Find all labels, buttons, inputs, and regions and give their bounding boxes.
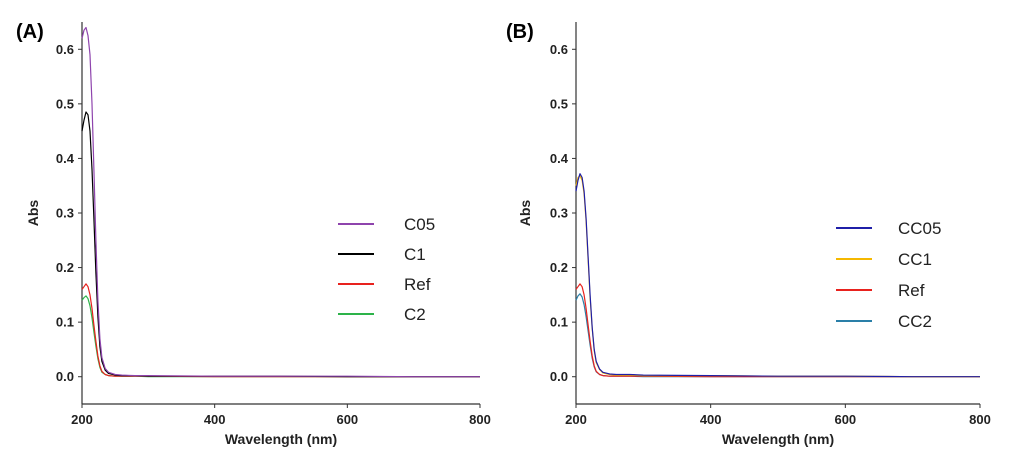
y-axis-title: Abs	[517, 200, 533, 227]
y-tick-label: 0.0	[550, 369, 568, 384]
series-line-cc1	[575, 175, 980, 378]
legend-label-cc2: CC2	[898, 312, 932, 331]
legend-label-ref: Ref	[898, 281, 925, 300]
x-tick-label: 400	[204, 412, 226, 427]
legend-label-cc05: CC05	[898, 219, 941, 238]
series-line-ref	[81, 283, 480, 378]
x-tick-label: 600	[834, 412, 856, 427]
series-line-cc2	[575, 293, 980, 378]
y-axis-title: Abs	[25, 200, 41, 227]
y-tick-label: 0.2	[56, 260, 74, 275]
y-tick-label: 0.4	[550, 151, 569, 166]
x-tick-label: 800	[469, 412, 491, 427]
y-tick-label: 0.4	[56, 151, 75, 166]
x-axis-title: Wavelength (nm)	[722, 431, 834, 447]
chart-panel-a: (A) 0.0 0.1 0.2 0.3 0.4 0.5 0.6 200 400 600 800 Wave…	[16, 21, 491, 447]
x-axis-title: Wavelength (nm)	[225, 431, 337, 447]
series-line-c05	[81, 26, 480, 378]
series-line-cc05	[575, 173, 980, 378]
y-tick-label: 0.5	[56, 96, 74, 111]
panel-label: (A)	[16, 21, 44, 43]
y-tick-label: 0.3	[550, 206, 568, 221]
x-tick-label: 600	[336, 412, 358, 427]
x-tick-label: 200	[71, 412, 93, 427]
y-tick-label: 0.3	[56, 206, 74, 221]
legend-label-c2: C2	[404, 305, 426, 324]
panel-label: (B)	[506, 21, 534, 43]
y-tick-label: 0.0	[56, 369, 74, 384]
legend-label-ref: Ref	[404, 275, 431, 294]
legend-label-cc1: CC1	[898, 250, 932, 269]
legend-label-c1: C1	[404, 245, 426, 264]
y-tick-label: 0.5	[550, 96, 568, 111]
x-tick-label: 800	[969, 412, 991, 427]
y-tick-label: 0.6	[550, 42, 568, 57]
x-tick-label: 200	[565, 412, 587, 427]
x-tick-label: 400	[700, 412, 722, 427]
y-tick-label: 0.1	[550, 315, 568, 330]
y-tick-label: 0.1	[56, 315, 74, 330]
y-tick-label: 0.2	[550, 260, 568, 275]
series-line-ref	[575, 283, 980, 378]
chart-panel-b: (B) 0.0 0.1 0.2 0.3 0.4 0.5 0.6 200 400 600 800 Wave…	[506, 21, 991, 447]
y-tick-label: 0.6	[56, 42, 74, 57]
legend-label-c05: C05	[404, 215, 435, 234]
